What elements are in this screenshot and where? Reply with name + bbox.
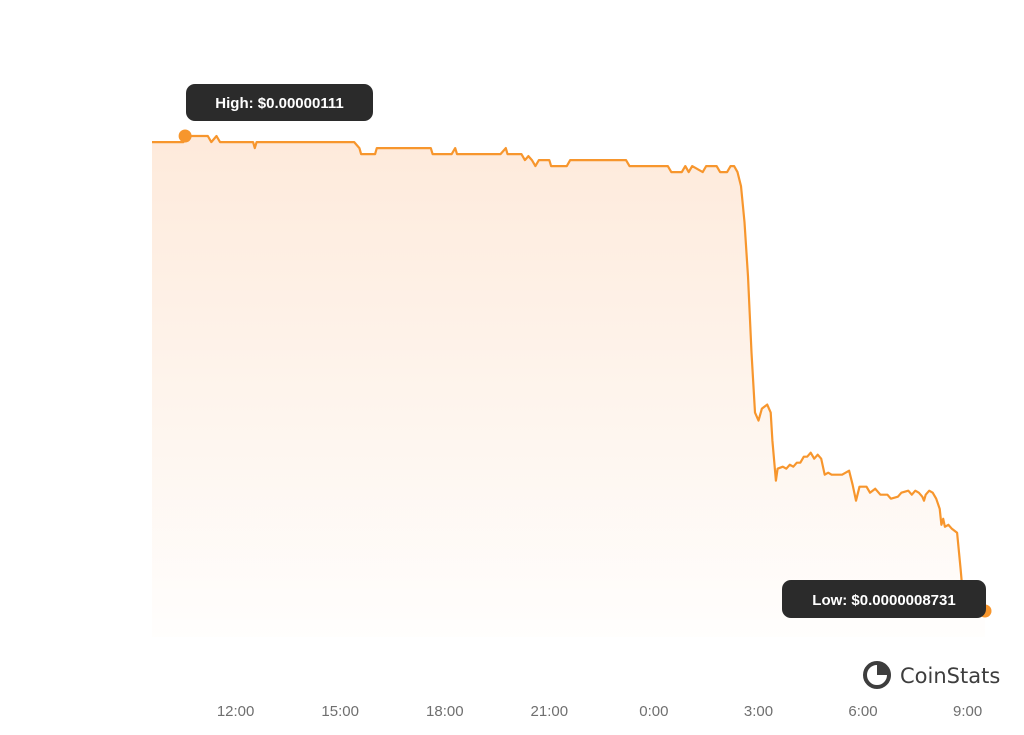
- x-tick-label: 9:00: [953, 703, 982, 720]
- x-tick-label: 21:00: [531, 703, 569, 720]
- high-tooltip: High: $0.00000111: [186, 84, 373, 121]
- price-area: [152, 136, 985, 637]
- coinstats-logo-icon: [863, 661, 891, 689]
- coinstats-brand: CoinStats: [863, 661, 1000, 689]
- low-label: Low: $0.0000008731: [812, 592, 955, 609]
- x-tick-label: 6:00: [848, 703, 877, 720]
- x-tick-label: 15:00: [321, 703, 359, 720]
- x-tick-label: 18:00: [426, 703, 464, 720]
- x-tick-label: 3:00: [744, 703, 773, 720]
- high-marker: [178, 129, 192, 143]
- low-tooltip: Low: $0.0000008731: [782, 580, 986, 618]
- x-tick-label: 12:00: [217, 703, 255, 720]
- high-label: High: $0.00000111: [215, 95, 343, 112]
- price-line: [152, 134, 986, 613]
- x-tick-label: 0:00: [639, 703, 668, 720]
- x-axis: 12:00 15:00 18:00 21:00 0:00 3:00 6:00 9:00: [217, 703, 982, 720]
- brand-name: CoinStats: [900, 664, 1000, 688]
